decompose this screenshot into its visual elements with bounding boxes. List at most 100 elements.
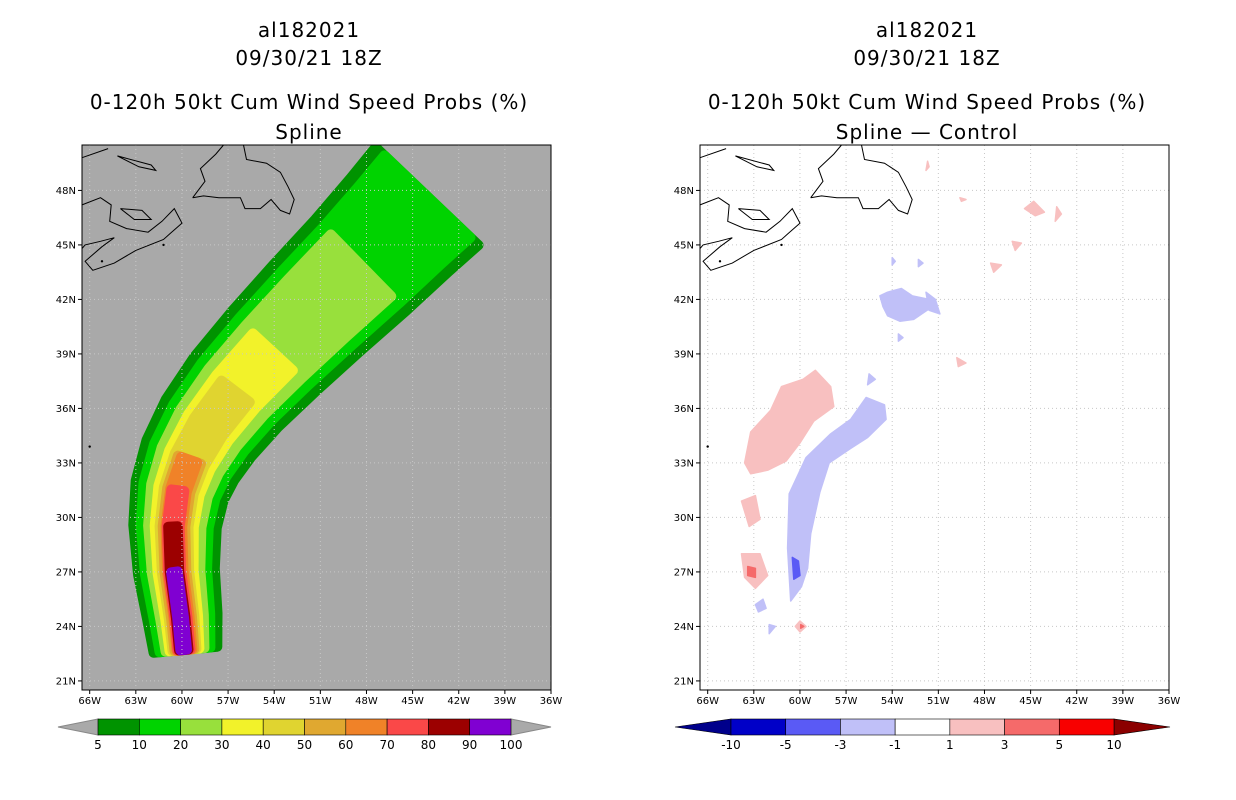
colorbar-segment	[469, 718, 512, 736]
y-tick-label: 33N	[674, 458, 694, 469]
positive-area	[956, 356, 967, 368]
colorbar-label: 20	[173, 738, 188, 752]
coastline	[120, 208, 153, 220]
colorbar-segment	[180, 718, 223, 736]
coastline	[699, 148, 727, 159]
x-tick-label: 66W	[78, 696, 101, 707]
x-tick-label: 36W	[1158, 696, 1181, 707]
colorbar-label: 60	[338, 738, 353, 752]
island	[718, 260, 722, 263]
negative-area	[871, 407, 878, 417]
colorbar-segment	[949, 718, 1005, 736]
coastline	[810, 144, 913, 215]
negative-area	[754, 598, 767, 613]
x-tick-label: 42W	[1065, 696, 1088, 707]
coastline	[81, 148, 109, 159]
x-tick-label: 54W	[881, 696, 904, 707]
colorbar-label: 5	[1055, 738, 1063, 752]
colorbar-segment	[1004, 718, 1060, 736]
contour-10	[135, 150, 476, 658]
left-subtitle: Spline	[275, 120, 343, 144]
difference-contours	[740, 160, 1063, 635]
negative-area	[768, 623, 777, 635]
y-tick-label: 21N	[56, 676, 76, 687]
positive-area-strong	[799, 623, 805, 629]
positive-area	[1011, 240, 1023, 252]
island	[706, 445, 709, 448]
colorbar-low-arrow	[674, 718, 732, 736]
colorbar-segment	[1058, 718, 1115, 736]
y-tick-label: 36N	[674, 404, 694, 415]
colorbar-label: 100	[500, 738, 523, 752]
coastline	[192, 144, 295, 215]
y-tick-label: 30N	[674, 513, 694, 524]
coastline	[192, 144, 224, 198]
negative-area	[925, 291, 941, 315]
coastline	[810, 144, 842, 198]
x-tick-label: 57W	[835, 696, 858, 707]
left-panel: al182021 09/30/21 18Z 0-120h 50kt Cum Wi…	[56, 18, 563, 752]
coastline	[699, 197, 801, 271]
coastline	[735, 155, 776, 172]
map-frame	[699, 144, 1170, 691]
x-tick-label: 51W	[927, 696, 950, 707]
colorbar-high-arrow	[1113, 718, 1171, 736]
colorbar-segment	[428, 718, 470, 736]
colorbar-label: -5	[780, 738, 792, 752]
colorbar-label: 3	[1001, 738, 1009, 752]
left-product-title: 0-120h 50kt Cum Wind Speed Probs (%)	[89, 90, 529, 114]
colorbar-label: 10	[132, 738, 147, 752]
negative-area-strong	[791, 556, 801, 580]
x-tick-label: 63W	[743, 696, 766, 707]
coastline	[117, 155, 158, 172]
negative-area	[917, 258, 924, 268]
x-tick-label: 51W	[309, 696, 332, 707]
island	[162, 243, 165, 247]
positive-area	[959, 196, 967, 203]
colorbar-label: 50	[297, 738, 312, 752]
y-tick-label: 33N	[56, 458, 76, 469]
x-tick-label: 36W	[540, 696, 563, 707]
left-map: 66W 63W 60W 57W 54W 51W 48W 45W 42W 39W 36W 48N 45N 4…	[56, 144, 563, 752]
negative-area	[897, 333, 904, 342]
right-datetime: 09/30/21 18Z	[853, 46, 1001, 70]
x-tick-label: 45W	[1019, 696, 1042, 707]
colorbar-low-arrow	[57, 718, 99, 736]
positive-area	[1023, 200, 1046, 217]
colorbar-segment	[894, 718, 951, 736]
colorbar-segment	[730, 718, 787, 736]
coastline	[738, 208, 771, 220]
positive-area	[740, 494, 761, 528]
x-tick-label: 48W	[355, 696, 378, 707]
x-tick-label: 66W	[696, 696, 719, 707]
colorbar-segment	[262, 718, 305, 736]
x-tick-label: 39W	[494, 696, 517, 707]
island	[88, 445, 91, 448]
right-panel: al182021 09/30/21 18Z 0-120h 50kt Cum Wi…	[618, 0, 1236, 800]
island	[100, 260, 104, 263]
x-tick-label: 54W	[263, 696, 286, 707]
y-tick-label: 27N	[56, 567, 76, 578]
right-subtitle: Spline — Control	[835, 120, 1019, 144]
y-tick-label: 24N	[56, 622, 76, 633]
y-tick-label: 42N	[674, 295, 694, 306]
colorbar-label: 30	[214, 738, 229, 752]
x-tick-label: 45W	[401, 696, 424, 707]
colorbar-segment	[840, 718, 896, 736]
contour-20	[143, 229, 397, 657]
island	[780, 243, 783, 247]
positive-area	[1054, 206, 1063, 223]
y-tick-label: 45N	[56, 240, 76, 251]
x-tick-label: 57W	[217, 696, 240, 707]
y-tick-label: 42N	[56, 295, 76, 306]
right-product-title: 0-120h 50kt Cum Wind Speed Probs (%)	[707, 90, 1147, 114]
x-tick-label: 39W	[1112, 696, 1135, 707]
colorbar-label: 40	[256, 738, 271, 752]
y-tick-label: 39N	[674, 349, 694, 360]
y-tick-label: 45N	[674, 240, 694, 251]
colorbar-label: 1	[946, 738, 954, 752]
colorbar-label: 5	[94, 738, 102, 752]
colorbar-segment	[221, 718, 264, 736]
negative-area	[786, 396, 887, 602]
y-tick-label: 48N	[674, 186, 694, 197]
